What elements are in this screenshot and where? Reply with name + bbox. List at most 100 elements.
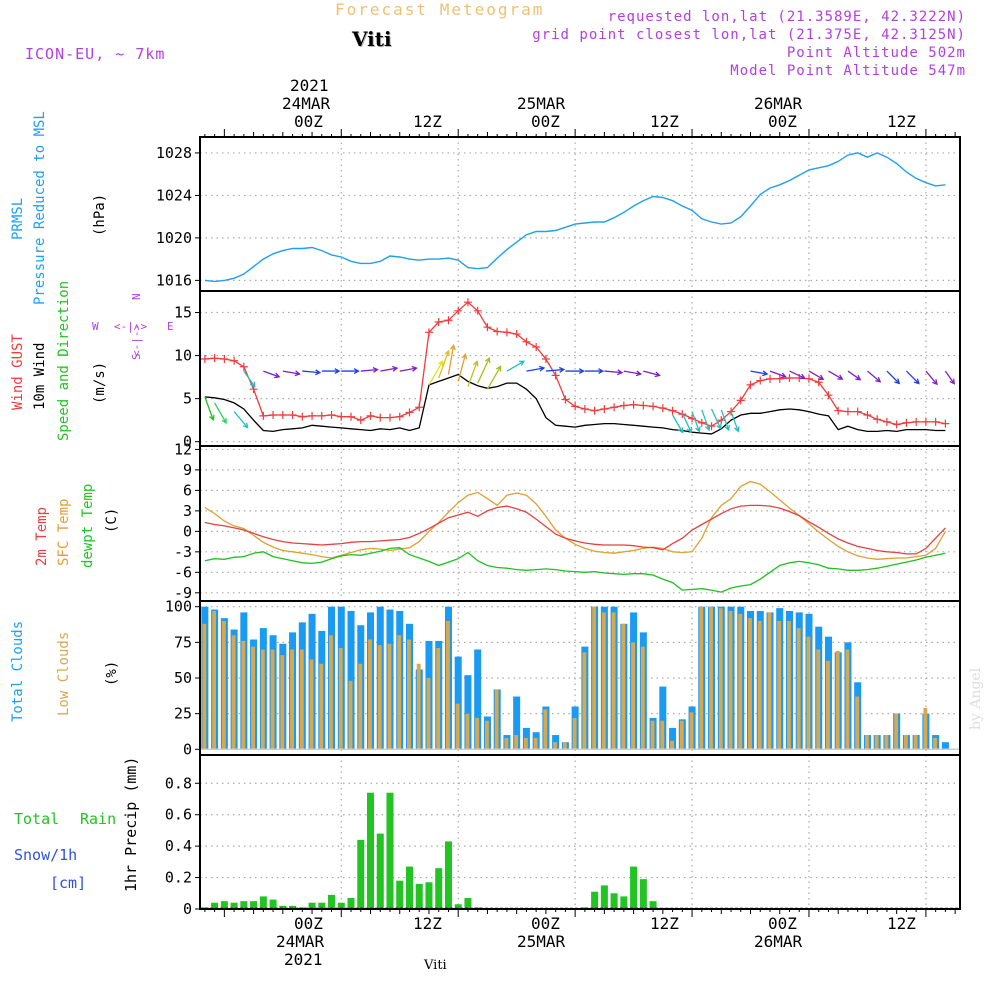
wind-direction-arrow (789, 370, 806, 380)
total-cloud-bar (766, 612, 774, 750)
low-cloud-bar (640, 646, 645, 750)
gust-marker (327, 411, 336, 419)
gust-marker (424, 328, 433, 337)
wind-direction-arrow (302, 369, 322, 376)
total-cloud-bar (747, 610, 755, 750)
meteogram-title: Forecast Meteogram (335, 0, 545, 19)
panel-frame (199, 600, 961, 756)
total-cloud-bar (444, 606, 452, 750)
wind-direction-arrow (467, 360, 479, 387)
rain-bar (376, 833, 384, 909)
wind-direction-arrow (886, 370, 901, 385)
total-cloud-bar (610, 606, 618, 750)
clouds-label-total: Total Clouds (10, 620, 26, 722)
gust-marker (541, 355, 550, 364)
total-cloud-bar (717, 606, 725, 750)
compass-ns-arrows: <-|-> (130, 323, 143, 357)
wind-unit: (m/s) (92, 361, 108, 404)
low-cloud-bar (767, 612, 772, 750)
low-cloud-bar (241, 640, 246, 750)
rain-bar (464, 898, 472, 909)
rain-bar (347, 898, 355, 909)
low-cloud-bar (455, 703, 460, 750)
total-cloud-bar (464, 675, 472, 750)
pressure-label-msl: Pressure Reduced to MSL (32, 111, 48, 305)
total-cloud-bar (298, 622, 306, 750)
wind-direction-arrow (925, 370, 938, 386)
rain-bar (250, 901, 258, 909)
total-cloud-bar (854, 682, 862, 750)
pressure-line (204, 152, 946, 283)
rain-bar (600, 885, 608, 909)
low-cloud-bar (484, 720, 489, 750)
low-cloud-bar (855, 696, 860, 750)
wind-direction-arrow (438, 349, 450, 379)
gust-marker (376, 413, 385, 422)
total-cloud-bar (795, 612, 803, 750)
wind-label-speed-dir: Speed and Direction (56, 280, 72, 441)
y-tick-label: 0.8 (165, 774, 192, 792)
gust-marker (483, 323, 492, 332)
panel-frame (199, 445, 961, 602)
panel-frame (199, 136, 961, 292)
wind-direction-arrow (321, 368, 341, 375)
low-cloud-bar (738, 613, 743, 750)
wind-direction-arrow (769, 370, 787, 379)
low-cloud-bar (582, 652, 587, 750)
low-cloud-bar (835, 650, 840, 750)
gust-marker (200, 355, 209, 364)
wind-direction-arrow (944, 370, 955, 385)
total-cloud-bar (639, 632, 647, 750)
low-cloud-bar (748, 618, 752, 750)
total-cloud-bar (396, 610, 404, 750)
total-cloud-bar (328, 606, 336, 750)
top-date-24mar: 24MAR (282, 94, 331, 113)
low-cloud-bar (397, 635, 402, 750)
bottom-tick-12z-2: 12Z (650, 914, 679, 933)
low-cloud-bar (806, 636, 811, 750)
gust-marker (814, 378, 823, 387)
low-cloud-bar (251, 646, 255, 750)
rain-bar (581, 907, 589, 909)
total-cloud-bar (659, 686, 667, 750)
bottom-date-26mar: 26MAR (754, 932, 803, 951)
low-cloud-bar (650, 720, 655, 750)
bottom-date-24mar: 24MAR (276, 932, 325, 951)
wind-direction-arrow (808, 370, 825, 380)
gust-marker (873, 415, 882, 424)
wind-speed-line (204, 373, 946, 435)
gust-marker (415, 403, 424, 412)
gust-marker (678, 410, 687, 419)
total-cloud-bar (649, 717, 657, 750)
rain-bar (415, 883, 423, 909)
low-cloud-bar (338, 648, 343, 750)
gust-marker (804, 374, 813, 383)
gust-marker (843, 407, 852, 416)
total-cloud-bar (532, 732, 540, 750)
gust-marker (220, 355, 229, 364)
gust-marker (502, 328, 511, 337)
total-cloud-bar (571, 706, 579, 750)
wind-direction-arrow (623, 370, 643, 377)
wind-direction-arrow (282, 370, 301, 377)
low-cloud-bar (407, 639, 411, 750)
gust-marker (512, 330, 521, 339)
total-cloud-bar (873, 735, 881, 750)
wind-direction-arrow (905, 370, 920, 385)
y-tick-label: -6 (174, 563, 192, 581)
rain-bar (308, 902, 316, 909)
low-cloud-bar (903, 735, 908, 750)
gust-marker (756, 376, 765, 385)
wind-direction-arrow (233, 411, 249, 429)
t2m-line (204, 504, 946, 555)
total-cloud-bar (503, 735, 511, 750)
top-tick-12z-1: 12Z (413, 112, 442, 131)
low-cloud-bar (913, 735, 918, 750)
temp-unit: (C) (104, 507, 120, 533)
gust-marker (912, 417, 921, 426)
total-cloud-bar (269, 635, 277, 750)
panel-frame (199, 754, 961, 910)
rain-bar (610, 893, 618, 909)
bottom-year-label: 2021 (284, 950, 323, 969)
total-cloud-bar (230, 629, 238, 750)
